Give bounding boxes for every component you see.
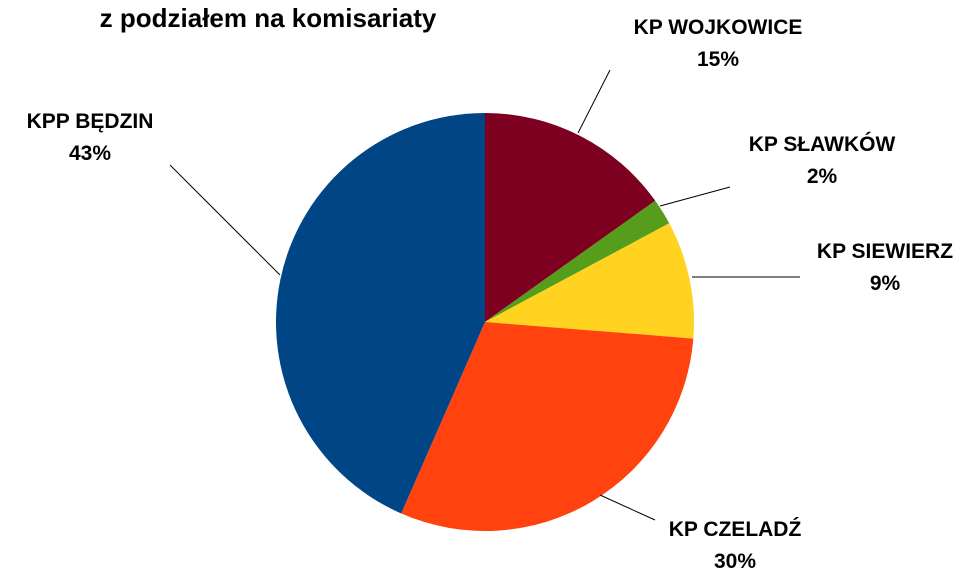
slice-value-label: 2% <box>807 165 838 188</box>
pie-slice <box>485 223 694 339</box>
pie-slice <box>485 113 656 322</box>
slice-label: KP CZELADŹ <box>669 518 802 541</box>
pie-slice <box>276 113 485 514</box>
slice-label: KPP BĘDZIN <box>27 110 154 133</box>
slice-label: KP WOJKOWICE <box>634 16 803 39</box>
pie-slice <box>401 322 694 531</box>
leader-line <box>169 164 281 276</box>
slice-value-label: 43% <box>69 142 111 165</box>
leader-line <box>599 494 656 521</box>
slice-value-label: 30% <box>714 550 756 572</box>
leader-line <box>659 186 731 207</box>
slice-value-label: 9% <box>870 272 901 295</box>
slice-label: KP SŁAWKÓW <box>749 132 896 156</box>
slice-label: KP SIEWIERZ <box>817 240 953 263</box>
chart-title: z podziałem na komisariaty <box>100 3 437 33</box>
slice-value-label: 15% <box>697 48 739 71</box>
pie-slice <box>485 200 670 322</box>
leader-line <box>577 69 611 134</box>
